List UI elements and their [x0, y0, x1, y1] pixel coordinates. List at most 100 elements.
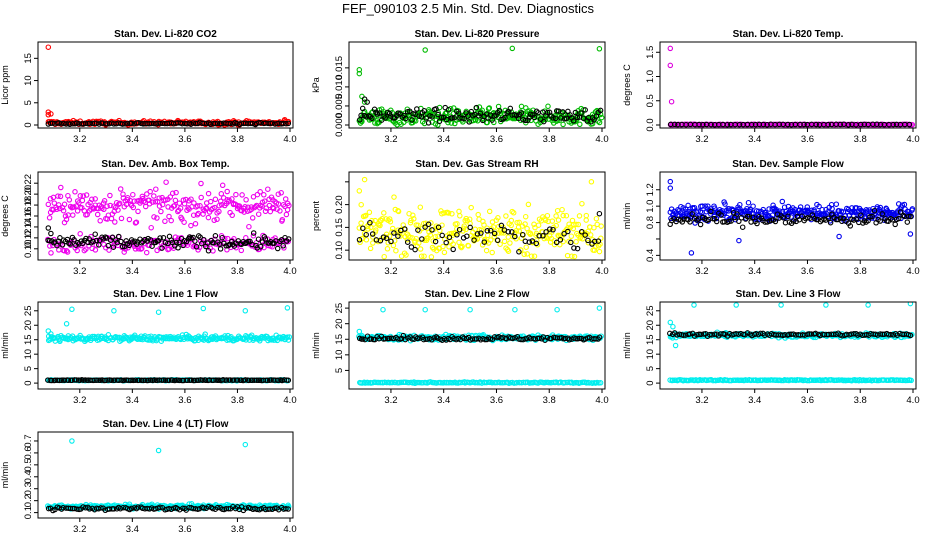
data-point: [376, 110, 383, 116]
data-point: [785, 213, 791, 220]
data-point: [557, 237, 564, 243]
data-point: [117, 186, 124, 192]
data-point: [576, 213, 583, 219]
data-point: [459, 243, 465, 250]
data-point: [359, 105, 366, 112]
data-point: [388, 238, 394, 245]
data-point: [173, 189, 179, 196]
data-point: [257, 243, 264, 250]
data-point: [157, 504, 163, 511]
data-point: [97, 218, 103, 224]
data-point: [115, 242, 121, 249]
data-point: [132, 377, 139, 383]
data-point: [770, 202, 776, 209]
data-point: [250, 194, 257, 200]
data-point: [168, 217, 174, 224]
data-point: [216, 208, 222, 215]
data-point: [101, 206, 107, 213]
data-point: [909, 206, 916, 212]
data-point-outlier: [467, 306, 473, 313]
data-point: [478, 230, 484, 236]
data-point: [101, 198, 108, 204]
data-point: [825, 215, 832, 222]
data-point: [489, 249, 495, 256]
y-axis-label: degrees C: [622, 64, 632, 106]
data-point: [47, 243, 53, 249]
data-point: [461, 115, 468, 122]
data-point: [280, 243, 286, 249]
data-point: [874, 377, 880, 384]
y-tick-label: 10: [645, 349, 656, 360]
data-point: [267, 208, 274, 215]
data-point: [103, 377, 109, 384]
data-point: [126, 216, 133, 223]
data-point: [553, 213, 559, 219]
data-point: [406, 379, 412, 386]
data-point: [413, 235, 419, 242]
y-axis-label: ml/min: [311, 332, 321, 359]
data-point-outlier: [380, 306, 386, 313]
data-point: [393, 247, 399, 254]
y-tick-label: 0.10: [334, 241, 345, 260]
data-point: [176, 200, 183, 206]
data-point: [467, 224, 473, 231]
x-tick-label: 3.8: [231, 395, 244, 406]
data-point: [790, 331, 797, 337]
data-point: [429, 227, 435, 233]
panel-title: Stan. Dev. Gas Stream RH: [415, 159, 538, 170]
data-point: [263, 205, 270, 211]
data-point: [210, 505, 216, 512]
data-point: [390, 242, 397, 249]
x-tick-label: 3.6: [490, 134, 503, 145]
data-point: [219, 234, 225, 241]
data-point: [269, 120, 275, 126]
data-point: [128, 120, 135, 127]
data-point: [81, 247, 88, 254]
data-point: [412, 246, 418, 253]
data-point: [47, 196, 54, 202]
data-point: [596, 248, 603, 255]
data-point: [198, 194, 204, 201]
data-point: [55, 193, 61, 199]
data-point: [158, 208, 164, 215]
data-point: [549, 218, 556, 224]
data-point: [560, 212, 566, 219]
data-point: [799, 213, 805, 219]
data-point: [583, 212, 590, 219]
data-point: [92, 247, 99, 253]
data-point: [205, 248, 212, 254]
data-point-outlier: [69, 438, 75, 444]
data-point: [811, 207, 817, 213]
data-point: [239, 192, 245, 198]
plot-frame: [659, 41, 917, 129]
data-point: [547, 226, 553, 232]
data-point: [869, 213, 875, 220]
y-tick-label: 0.12: [23, 229, 34, 248]
data-point: [485, 105, 492, 112]
data-point: [796, 216, 803, 223]
data-point: [190, 212, 197, 218]
data-point-outlier: [284, 305, 291, 311]
y-tick-label: 0: [645, 380, 656, 385]
data-point-outlier: [907, 302, 914, 307]
y-tick-label: 20: [334, 318, 345, 329]
x-tick-label: 3.4: [126, 266, 139, 277]
data-point: [272, 235, 278, 241]
data-point: [545, 103, 551, 110]
data-point: [57, 193, 64, 200]
data-point: [867, 214, 873, 220]
data-point: [369, 115, 375, 122]
data-point: [167, 194, 174, 200]
data-point: [173, 239, 179, 246]
data-point: [578, 110, 584, 116]
data-point-outlier: [736, 237, 742, 244]
data-point: [533, 240, 540, 247]
data-point: [245, 377, 252, 384]
data-point: [229, 196, 235, 202]
data-point: [262, 236, 269, 242]
data-point: [67, 241, 74, 247]
data-point: [172, 197, 179, 204]
data-point: [523, 244, 529, 250]
data-point: [242, 204, 248, 210]
